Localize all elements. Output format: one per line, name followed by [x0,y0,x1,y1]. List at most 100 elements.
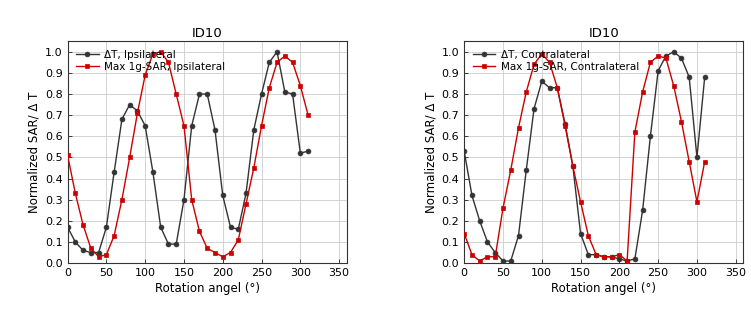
ΔT, Contralateral [475,219,484,223]
ΔT, Contralateral [483,240,492,244]
ΔT, Ipsilateral [133,109,142,113]
ΔT, Contralateral [607,255,616,259]
Title: ID10: ID10 [192,27,222,40]
ΔT, Ipsilateral [257,92,266,96]
Max 1g-SAR, Ipsilateral [86,246,95,250]
Max 1g-SAR, Ipsilateral [303,113,312,117]
Line: ΔT, Ipsilateral: ΔT, Ipsilateral [65,49,310,255]
Max 1g-SAR, Ipsilateral [156,50,165,54]
ΔT, Contralateral [615,257,624,261]
Max 1g-SAR, Contralateral [692,200,701,204]
ΔT, Ipsilateral [179,198,189,202]
Max 1g-SAR, Contralateral [677,120,686,123]
Max 1g-SAR, Contralateral [584,234,593,237]
Max 1g-SAR, Contralateral [490,255,499,259]
ΔT, Contralateral [514,234,523,237]
Max 1g-SAR, Contralateral [514,126,523,130]
Title: ID10: ID10 [589,27,620,40]
Line: ΔT, Contralateral: ΔT, Contralateral [462,49,707,263]
ΔT, Ipsilateral [288,92,297,96]
ΔT, Contralateral [537,80,546,83]
X-axis label: Rotation angel (°): Rotation angel (°) [551,282,656,295]
Max 1g-SAR, Ipsilateral [234,238,243,242]
Max 1g-SAR, Contralateral [630,130,639,134]
Max 1g-SAR, Contralateral [506,168,515,172]
Line: Max 1g-SAR, Ipsilateral: Max 1g-SAR, Ipsilateral [65,49,310,259]
ΔT, Contralateral [592,253,601,256]
ΔT, Contralateral [576,232,585,236]
Max 1g-SAR, Ipsilateral [140,73,149,77]
Max 1g-SAR, Contralateral [669,84,678,87]
Max 1g-SAR, Ipsilateral [226,251,235,255]
Max 1g-SAR, Ipsilateral [110,234,119,237]
ΔT, Contralateral [522,168,531,172]
ΔT, Contralateral [553,86,562,90]
ΔT, Ipsilateral [296,151,305,155]
ΔT, Ipsilateral [303,149,312,153]
Max 1g-SAR, Contralateral [560,124,569,128]
ΔT, Ipsilateral [210,128,219,132]
ΔT, Ipsilateral [140,124,149,128]
Max 1g-SAR, Contralateral [607,255,616,259]
ΔT, Contralateral [662,54,671,58]
Max 1g-SAR, Ipsilateral [242,202,251,206]
ΔT, Ipsilateral [280,90,289,94]
ΔT, Contralateral [685,75,694,79]
ΔT, Contralateral [700,75,709,79]
Max 1g-SAR, Ipsilateral [102,253,111,256]
ΔT, Contralateral [638,208,647,212]
ΔT, Contralateral [623,259,632,263]
Max 1g-SAR, Ipsilateral [219,255,228,259]
ΔT, Contralateral [560,122,569,126]
Max 1g-SAR, Ipsilateral [249,166,258,170]
ΔT, Contralateral [569,164,578,168]
Max 1g-SAR, Contralateral [545,61,554,64]
ΔT, Ipsilateral [249,128,258,132]
Max 1g-SAR, Ipsilateral [94,255,103,259]
ΔT, Ipsilateral [234,227,243,231]
ΔT, Ipsilateral [187,124,196,128]
Max 1g-SAR, Ipsilateral [125,156,134,159]
Max 1g-SAR, Contralateral [537,52,546,56]
Max 1g-SAR, Ipsilateral [195,230,204,233]
ΔT, Ipsilateral [172,242,181,246]
Max 1g-SAR, Ipsilateral [71,191,80,195]
ΔT, Contralateral [646,134,655,138]
Max 1g-SAR, Ipsilateral [210,251,219,255]
Max 1g-SAR, Contralateral [700,160,709,164]
ΔT, Contralateral [630,257,639,261]
Max 1g-SAR, Ipsilateral [117,198,126,202]
ΔT, Contralateral [599,255,608,259]
Max 1g-SAR, Contralateral [475,259,484,263]
ΔT, Ipsilateral [226,225,235,229]
ΔT, Contralateral [669,50,678,54]
ΔT, Contralateral [677,56,686,60]
Max 1g-SAR, Ipsilateral [133,111,142,115]
Max 1g-SAR, Ipsilateral [280,54,289,58]
ΔT, Contralateral [499,259,508,263]
ΔT, Ipsilateral [79,249,88,252]
ΔT, Ipsilateral [273,50,282,54]
ΔT, Contralateral [545,86,554,90]
Max 1g-SAR, Contralateral [569,164,578,168]
ΔT, Contralateral [653,69,662,73]
Max 1g-SAR, Ipsilateral [288,61,297,64]
X-axis label: Rotation angel (°): Rotation angel (°) [155,282,260,295]
ΔT, Ipsilateral [242,191,251,195]
ΔT, Ipsilateral [110,170,119,174]
ΔT, Contralateral [506,259,515,263]
Max 1g-SAR, Contralateral [483,255,492,259]
ΔT, Contralateral [460,149,469,153]
Y-axis label: Normalized SAR/ Δ T: Normalized SAR/ Δ T [28,92,41,213]
Max 1g-SAR, Ipsilateral [179,124,189,128]
ΔT, Ipsilateral [117,118,126,121]
ΔT, Ipsilateral [94,251,103,255]
ΔT, Contralateral [529,107,538,111]
Max 1g-SAR, Ipsilateral [187,198,196,202]
Max 1g-SAR, Contralateral [553,86,562,90]
ΔT, Ipsilateral [195,92,204,96]
Max 1g-SAR, Contralateral [499,206,508,210]
Max 1g-SAR, Contralateral [662,56,671,60]
ΔT, Ipsilateral [219,194,228,197]
ΔT, Ipsilateral [125,103,134,107]
